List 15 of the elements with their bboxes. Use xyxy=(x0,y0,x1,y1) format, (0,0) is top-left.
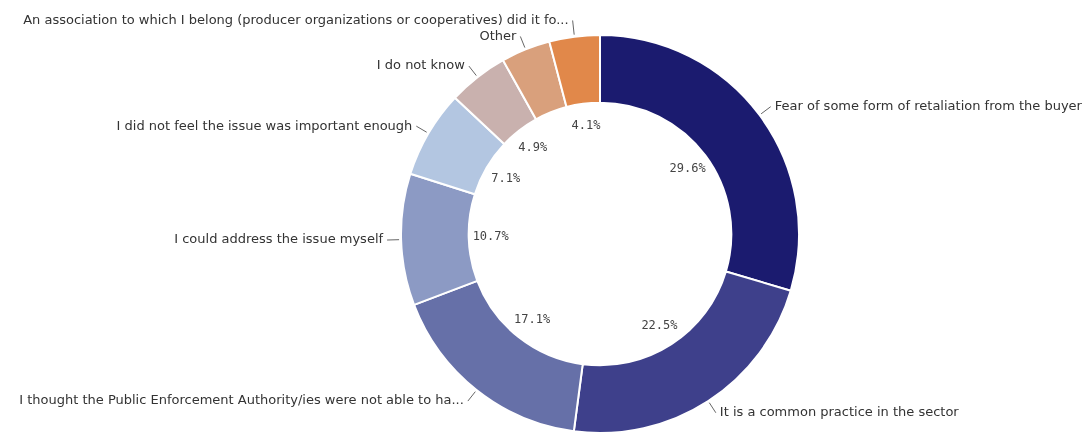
slice-label: I could address the issue myself xyxy=(174,231,384,247)
data-label: 4.9% xyxy=(518,139,548,154)
slice-label: I thought the Public Enforcement Authority/ies were not able to ha... xyxy=(19,392,464,408)
slice-label: An association to which I belong (producer organizations or cooperatives) did it fo... xyxy=(23,11,569,27)
slice-label: Fear of some form of retaliation from the buyer xyxy=(774,98,1083,114)
slice-label: I did not feel the issue was important enough xyxy=(116,117,413,133)
data-label: 10.7% xyxy=(472,229,510,244)
data-label: 22.5% xyxy=(641,317,679,332)
data-label: 4.1% xyxy=(571,117,602,132)
slice-label: It is a common practice in the sector xyxy=(719,404,960,420)
data-label: 7.1% xyxy=(491,170,521,185)
slice-label: Other xyxy=(479,27,517,43)
data-label: 17.1% xyxy=(514,311,552,326)
data-label: 29.6% xyxy=(669,160,707,175)
slice-label: I do not know xyxy=(376,57,466,73)
